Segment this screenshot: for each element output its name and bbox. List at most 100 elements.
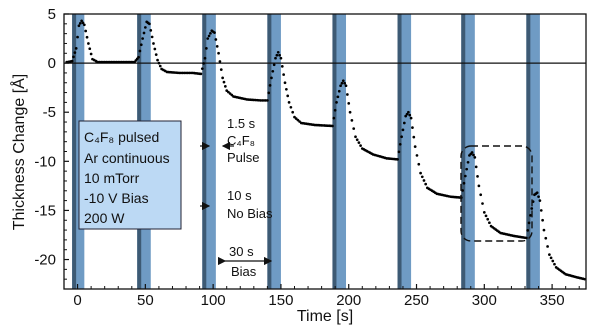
- y-tick-label: 0: [48, 55, 56, 72]
- data-points: [65, 19, 586, 281]
- data-point: [149, 29, 153, 32]
- data-point: [203, 56, 207, 60]
- textbox-line-2: Ar continuous: [84, 150, 170, 166]
- data-point: [348, 110, 352, 114]
- x-tick-label: 200: [336, 292, 361, 309]
- data-point: [474, 165, 478, 169]
- data-point: [207, 34, 211, 38]
- data-point: [154, 53, 158, 56]
- data-point: [350, 119, 354, 122]
- data-point: [470, 151, 474, 154]
- data-point: [89, 52, 93, 56]
- y-tick-label: -15: [34, 202, 56, 219]
- data-point: [202, 62, 206, 65]
- data-point: [538, 199, 542, 202]
- data-point: [407, 110, 410, 114]
- data-point: [530, 207, 534, 210]
- x-tick-label: 150: [268, 292, 293, 309]
- y-tick-label: -10: [34, 153, 56, 170]
- process-conditions-box: C₄F₈ pulsed Ar continuous 10 mTorr -10 V…: [78, 120, 182, 230]
- data-point: [266, 99, 269, 102]
- data-point: [553, 262, 556, 266]
- y-tick-label: -20: [34, 252, 56, 269]
- x-tick-label: 300: [472, 292, 497, 309]
- data-point: [408, 113, 412, 117]
- bias-annotation: 30 s Bias: [217, 244, 273, 279]
- data-point: [404, 114, 408, 118]
- data-point: [286, 94, 290, 98]
- data-point: [213, 31, 216, 35]
- x-tick-label: 250: [404, 292, 429, 309]
- data-point: [398, 142, 402, 146]
- data-point: [409, 116, 413, 120]
- textbox-line-3: 10 mTorr: [84, 170, 140, 186]
- data-point: [219, 68, 223, 72]
- data-point: [352, 127, 356, 130]
- data-point: [289, 105, 293, 109]
- data-point: [549, 256, 553, 260]
- highlight-dashed-box: [460, 145, 533, 242]
- data-point: [341, 79, 345, 83]
- pulse-annotation: 1.5 s C₄F₈ Pulse: [200, 116, 260, 165]
- data-point: [200, 67, 204, 71]
- data-point: [412, 135, 416, 139]
- data-point: [214, 38, 218, 41]
- data-point: [402, 121, 406, 125]
- data-point: [473, 156, 477, 159]
- data-point: [476, 175, 479, 178]
- data-point: [137, 55, 140, 59]
- data-point: [80, 19, 83, 23]
- data-point: [344, 84, 348, 88]
- data-point: [417, 162, 421, 166]
- data-point: [150, 35, 154, 39]
- bias-window-edge-1: [72, 14, 77, 289]
- data-point: [138, 49, 142, 53]
- data-point: [461, 189, 464, 192]
- data-point: [274, 56, 277, 60]
- data-point: [551, 259, 555, 263]
- data-point: [411, 126, 414, 129]
- data-point: [542, 228, 546, 232]
- data-point: [78, 21, 82, 25]
- bias-window-edge-8: [526, 14, 531, 289]
- data-point: [152, 42, 155, 45]
- data-point: [484, 214, 488, 218]
- data-point: [339, 84, 342, 88]
- data-point: [332, 116, 336, 120]
- data-point: [142, 31, 146, 35]
- data-point: [276, 50, 280, 54]
- data-point: [529, 213, 532, 217]
- data-point: [336, 95, 340, 99]
- data-point: [209, 31, 212, 35]
- data-point: [223, 85, 227, 88]
- data-point: [222, 80, 226, 84]
- data-point: [539, 209, 543, 212]
- data-point: [481, 202, 484, 205]
- data-point: [157, 61, 161, 65]
- data-point: [548, 253, 551, 256]
- data-point: [462, 181, 466, 185]
- data-point: [541, 218, 544, 222]
- data-point: [537, 195, 540, 199]
- data-point: [280, 65, 284, 68]
- data-point: [486, 217, 490, 221]
- data-point: [479, 193, 483, 197]
- data-point: [415, 154, 419, 157]
- data-point: [354, 135, 357, 139]
- data-point: [205, 47, 208, 50]
- x-tick-label: 350: [540, 292, 565, 309]
- data-point: [275, 53, 279, 57]
- bias-window-edge-4: [267, 14, 272, 289]
- data-point: [346, 93, 349, 96]
- pulse-word-label: Pulse: [227, 150, 260, 165]
- x-tick-label: 50: [137, 292, 154, 309]
- data-point: [396, 158, 399, 161]
- bias-windows: [72, 14, 540, 289]
- data-point: [271, 69, 275, 73]
- data-point: [148, 22, 151, 26]
- data-point: [424, 182, 428, 186]
- pulse-gas-label: C₄F₈: [227, 133, 255, 148]
- data-point: [139, 43, 143, 47]
